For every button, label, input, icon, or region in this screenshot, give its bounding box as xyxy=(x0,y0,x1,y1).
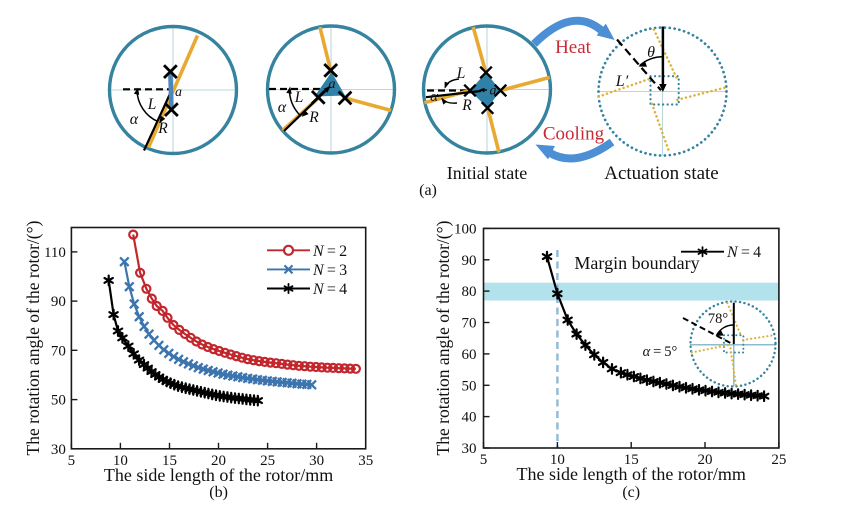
svg-text:(c): (c) xyxy=(622,484,640,501)
svg-text:80: 80 xyxy=(462,284,477,300)
svg-text:N = 3: N = 3 xyxy=(312,262,347,279)
svg-text:110: 110 xyxy=(44,245,66,261)
svg-text:Actuation state: Actuation state xyxy=(604,163,719,184)
svg-text:40: 40 xyxy=(462,410,477,426)
svg-text:R: R xyxy=(157,120,168,137)
svg-text:15: 15 xyxy=(162,453,177,469)
svg-text:70: 70 xyxy=(51,343,66,359)
svg-text:α: α xyxy=(278,99,287,116)
svg-text:a: a xyxy=(490,84,497,99)
svg-text:L′: L′ xyxy=(615,73,629,90)
svg-text:20: 20 xyxy=(698,452,713,468)
svg-text:Initial state: Initial state xyxy=(447,163,527,183)
svg-text:100: 100 xyxy=(454,221,477,237)
svg-text:30: 30 xyxy=(462,441,477,457)
svg-text:10: 10 xyxy=(113,453,128,469)
svg-text:20: 20 xyxy=(211,453,226,469)
svg-text:N = 4: N = 4 xyxy=(726,244,761,261)
svg-text:The rotation angle of the roto: The rotation angle of the rotor/(°) xyxy=(433,220,453,455)
svg-text:α: α xyxy=(130,111,139,128)
svg-text:25: 25 xyxy=(260,453,275,469)
svg-text:L: L xyxy=(294,89,304,106)
svg-text:N = 2: N = 2 xyxy=(312,243,347,260)
svg-text:L: L xyxy=(147,96,157,113)
svg-text:78°: 78° xyxy=(708,311,729,327)
svg-text:15: 15 xyxy=(624,452,639,468)
svg-text:Margin boundary: Margin boundary xyxy=(574,253,699,273)
svg-text:5: 5 xyxy=(480,452,488,468)
svg-text:L: L xyxy=(456,65,466,82)
svg-text:30: 30 xyxy=(309,453,324,469)
svg-text:(a): (a) xyxy=(419,182,437,199)
svg-text:35: 35 xyxy=(358,453,373,469)
svg-text:R: R xyxy=(308,109,319,126)
svg-text:Heat: Heat xyxy=(555,37,592,58)
svg-text:The rotation angle of the roto: The rotation angle of the rotor/(°) xyxy=(23,220,43,455)
svg-text:Cooling: Cooling xyxy=(543,124,605,145)
svg-text:60: 60 xyxy=(462,347,477,363)
svg-text:α: α xyxy=(430,89,439,105)
svg-text:a: a xyxy=(329,77,336,92)
svg-text:10: 10 xyxy=(550,452,565,468)
svg-text:90: 90 xyxy=(462,253,477,269)
svg-text:50: 50 xyxy=(51,393,66,409)
svg-text:70: 70 xyxy=(462,316,477,332)
svg-text:α = 5°: α = 5° xyxy=(643,344,678,360)
svg-text:30: 30 xyxy=(51,442,66,458)
svg-text:5: 5 xyxy=(68,453,76,469)
svg-text:R: R xyxy=(461,97,472,114)
svg-text:(b): (b) xyxy=(209,484,228,501)
svg-text:50: 50 xyxy=(462,378,477,394)
svg-text:θ: θ xyxy=(647,44,655,61)
svg-text:90: 90 xyxy=(51,294,66,310)
svg-text:The side length of the rotor/m: The side length of the rotor/mm xyxy=(104,465,333,485)
svg-text:25: 25 xyxy=(771,452,786,468)
svg-text:The side length of the rotor/m: The side length of the rotor/mm xyxy=(516,464,745,484)
svg-text:a: a xyxy=(175,85,182,100)
svg-text:N = 4: N = 4 xyxy=(312,281,347,298)
